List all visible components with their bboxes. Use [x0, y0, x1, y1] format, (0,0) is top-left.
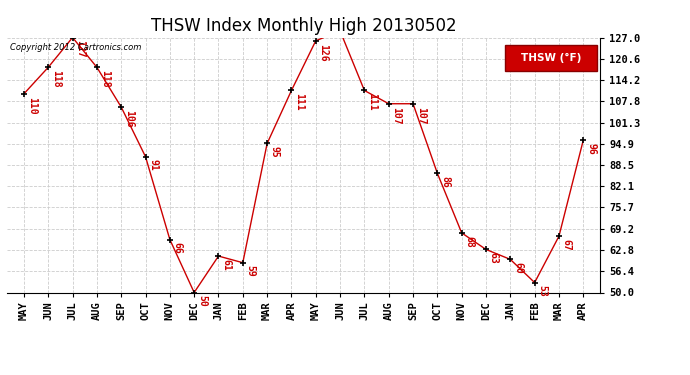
- Text: 107: 107: [416, 106, 426, 124]
- Text: Copyright 2012 Cartronics.com: Copyright 2012 Cartronics.com: [10, 43, 141, 52]
- Text: 106: 106: [124, 110, 134, 128]
- Text: 118: 118: [99, 70, 110, 88]
- Text: 68: 68: [464, 236, 475, 248]
- Text: 95: 95: [270, 146, 280, 158]
- Text: 91: 91: [148, 159, 158, 171]
- Text: 86: 86: [440, 176, 450, 188]
- Text: 126: 126: [319, 44, 328, 61]
- Text: 53: 53: [538, 285, 547, 297]
- Text: 110: 110: [27, 97, 37, 114]
- Text: 61: 61: [221, 259, 231, 271]
- Text: 50: 50: [197, 295, 207, 307]
- Text: 127: 127: [75, 40, 86, 58]
- FancyBboxPatch shape: [505, 45, 598, 70]
- Text: 66: 66: [172, 242, 183, 254]
- Text: 96: 96: [586, 143, 596, 155]
- Text: 111: 111: [367, 93, 377, 111]
- Text: 63: 63: [489, 252, 499, 264]
- Text: 107: 107: [391, 106, 402, 124]
- Text: 111: 111: [294, 93, 304, 111]
- Title: THSW Index Monthly High 20130502: THSW Index Monthly High 20130502: [151, 16, 456, 34]
- Text: 129: 129: [0, 374, 1, 375]
- Text: THSW (°F): THSW (°F): [521, 53, 582, 63]
- Text: 59: 59: [246, 266, 255, 277]
- Text: 60: 60: [513, 262, 523, 274]
- Text: 67: 67: [562, 239, 572, 251]
- Text: 118: 118: [51, 70, 61, 88]
